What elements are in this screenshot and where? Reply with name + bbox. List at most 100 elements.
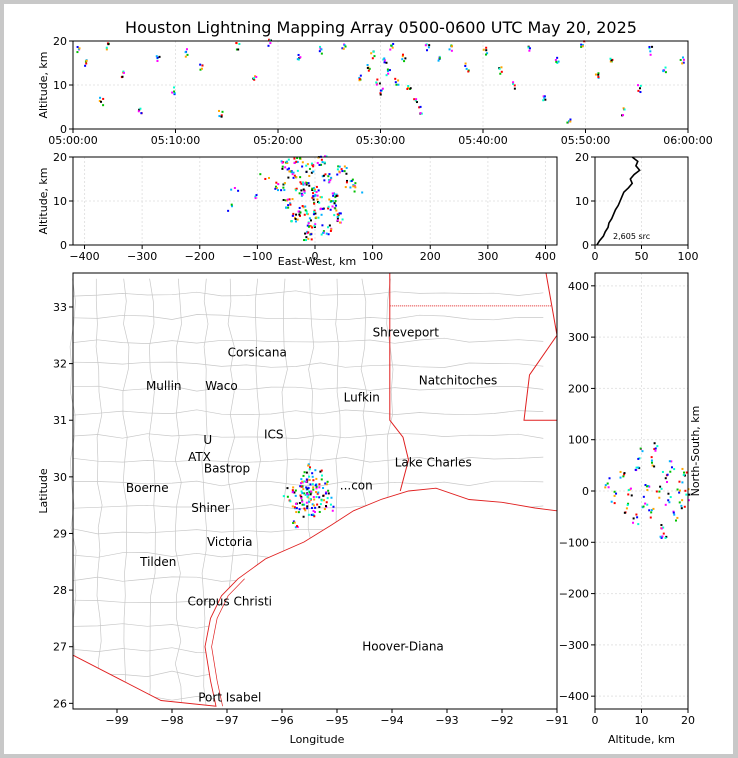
data-point [186,53,189,56]
county-line [72,314,544,321]
data-point [635,466,638,469]
data-point [307,222,310,225]
data-point [320,196,323,199]
data-point [122,70,125,73]
y-tick-label: 20 [575,151,589,164]
data-point [305,239,308,242]
y-tick-label: 300 [568,331,589,344]
lightning-source [312,488,315,491]
data-point [581,45,584,48]
data-point [235,48,238,51]
data-point [375,83,378,86]
data-point [334,207,337,210]
lightning-source [322,487,325,490]
lightning-source [307,487,310,490]
data-point [681,481,684,484]
x-tick-label: 50 [635,250,649,263]
data-point [676,488,679,491]
data-point [368,67,371,70]
data-point [298,214,301,217]
data-point [336,213,339,216]
data-point [426,49,429,52]
data-point [681,499,684,502]
y-tick-label: 0 [582,239,589,252]
lightning-source [320,469,323,472]
data-point [383,61,386,64]
lightning-source [303,503,306,506]
lightning-source [289,500,292,503]
data-point [678,491,681,494]
data-point [659,485,662,488]
data-point [294,220,297,223]
x-tick-label: 200 [420,250,441,263]
data-point [397,83,400,86]
data-point [85,59,88,62]
lightning-source [302,515,305,518]
data-point [307,225,310,228]
data-point [668,460,671,463]
data-point [401,53,404,56]
data-point [296,160,299,163]
data-point [121,75,124,78]
data-point [339,212,342,215]
data-point [513,87,516,90]
data-point [351,178,354,181]
lightning-source [305,480,308,483]
lightning-source [326,497,329,500]
lightning-source [331,509,334,512]
data-point [302,183,305,186]
city-label: Shiner [191,501,230,515]
data-point [287,176,290,179]
data-point [465,67,468,70]
data-point [413,98,416,101]
data-point [319,196,322,199]
data-point [199,68,202,71]
data-point [660,487,663,490]
data-point [554,59,557,62]
lightning-source [318,496,321,499]
data-point [298,192,301,195]
y-tick-label: 100 [568,434,589,447]
y-tick-label: 10 [53,79,67,92]
data-point [327,205,330,208]
data-point [290,170,293,173]
lightning-source [286,487,289,490]
data-point [673,513,676,516]
data-point [581,44,584,47]
data-point [173,92,176,95]
lightning-source [298,502,301,505]
data-point [299,181,302,184]
data-point [76,45,79,48]
data-point [312,187,315,190]
x-axis-label: Longitude [290,733,345,746]
data-point [334,200,337,203]
data-point [353,184,356,187]
data-point [482,48,485,51]
data-point [302,188,305,191]
data-point [606,482,609,485]
data-point [654,449,657,452]
data-point [306,230,309,233]
data-point [542,99,545,102]
data-point [296,157,299,160]
data-point [678,501,681,504]
data-point [664,536,667,539]
data-point [420,112,423,115]
data-point [311,164,314,167]
data-point [665,535,668,538]
x-tick-label: 0 [312,250,319,263]
lightning-source [320,474,323,477]
data-point [295,176,298,179]
data-point [100,100,103,103]
data-point [638,87,641,90]
data-point [296,218,299,221]
city-label: Tilden [139,555,176,569]
lightning-source [291,489,294,492]
data-point [320,52,323,55]
data-point [632,521,635,524]
data-point [315,191,318,194]
data-point [335,193,338,196]
data-point [343,165,346,168]
y-tick-label: −400 [559,690,589,703]
lightning-source [294,526,297,529]
